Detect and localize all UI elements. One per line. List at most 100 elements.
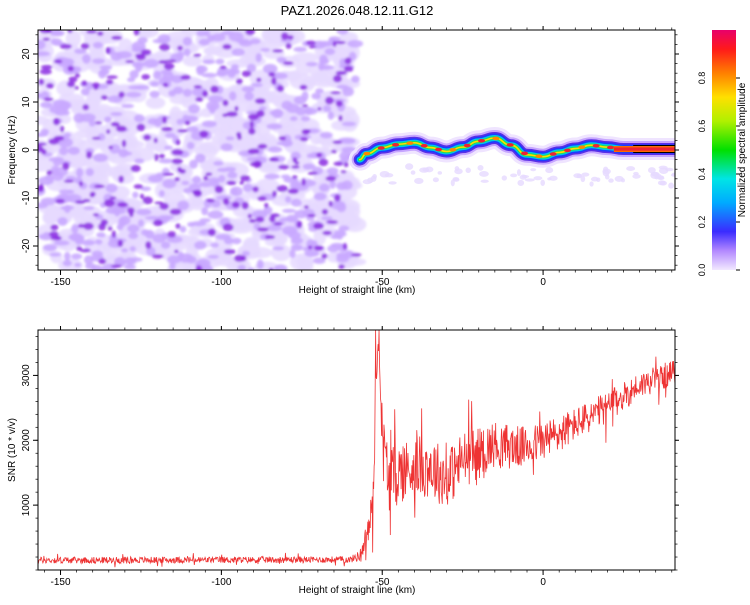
noise-blob-mid: [113, 207, 121, 217]
noise-blob-dark: [343, 161, 349, 168]
noise-blob-dark: [115, 125, 127, 132]
x-tick-label: -50: [375, 277, 390, 288]
ridge-hotspot: [578, 145, 586, 149]
noise-speck: [659, 180, 667, 186]
noise-blob-mid: [305, 61, 318, 67]
noise-blob-mid: [144, 229, 155, 239]
noise-blob-dark: [180, 74, 191, 81]
noise-blob-mid: [83, 205, 95, 211]
noise-blob-dark: [299, 84, 308, 90]
noise-blob-dark: [162, 172, 175, 176]
noise-speck: [480, 179, 489, 183]
noise-blob-dark: [307, 213, 317, 218]
colorbar: 0.0 0.2 0.4 0.6 0.8 Normalized spectral ampl…: [697, 30, 748, 276]
noise-speck: [632, 174, 641, 179]
noise-blob-mid: [40, 128, 49, 136]
spectrogram-noise: [38, 30, 675, 270]
colorbar-tick-label: 0.4: [697, 168, 707, 181]
noise-blob-dark: [257, 143, 268, 149]
noise-blob-dark: [318, 158, 329, 167]
noise-blob-mid: [215, 58, 225, 65]
noise-blob-dark: [141, 74, 150, 80]
noise-blob-mid: [210, 242, 219, 248]
colorbar-tick-label: 0.8: [697, 72, 707, 85]
ridge-hotspot: [449, 147, 457, 152]
noise-blob-mid: [281, 208, 297, 213]
noise-blob-dark: [314, 245, 324, 251]
noise-blob-light: [50, 250, 63, 264]
noise-blob-dark: [237, 134, 242, 141]
noise-blob-mid: [266, 123, 283, 130]
noise-blob-dark: [219, 65, 227, 70]
x-tick-label: -150: [51, 577, 71, 588]
noise-blob-mid: [128, 85, 143, 90]
noise-blob-mid: [170, 74, 184, 84]
noise-speck: [654, 174, 660, 180]
noise-blob-mid: [268, 146, 283, 153]
noise-blob-mid: [183, 187, 193, 194]
noise-blob-mid: [264, 173, 280, 180]
noise-blob-mid: [201, 120, 217, 128]
noise-blob-mid: [158, 158, 174, 164]
spectrogram-y-ticks: -20 -10 0 10 20: [21, 34, 679, 266]
noise-speck: [450, 179, 455, 187]
noise-blob-mid: [290, 244, 304, 251]
noise-blob-mid: [262, 63, 278, 74]
spectrogram-y-label: Frequency (Hz): [7, 116, 18, 185]
noise-blob-dark: [291, 165, 300, 169]
noise-blob-light: [218, 124, 232, 136]
noise-blob-dark: [74, 72, 80, 78]
noise-blob-mid: [241, 250, 250, 257]
noise-blob-mid: [301, 91, 309, 101]
y-tick-label: 3000: [21, 364, 32, 387]
noise-blob-dark: [223, 248, 236, 255]
noise-blob-dark: [105, 47, 111, 55]
ridge-hotspot: [535, 154, 543, 159]
noise-blob-light: [130, 147, 156, 162]
ridge-hotspot: [521, 151, 529, 156]
noise-blob-dark: [171, 158, 183, 165]
noise-blob-dark: [330, 91, 342, 95]
noise-blob-light: [295, 255, 308, 265]
noise-blob-light: [123, 140, 145, 149]
noise-blob-light: [289, 73, 316, 90]
noise-blob-mid: [152, 233, 166, 244]
ridge-hotspot: [492, 136, 500, 141]
noise-blob-dark: [335, 100, 343, 107]
noise-blob-dark: [256, 77, 262, 83]
noise-blob-light: [203, 46, 217, 56]
noise-speck: [530, 168, 537, 172]
noise-blob-dark: [169, 208, 182, 216]
noise-blob-mid: [266, 224, 282, 232]
noise-blob-light: [65, 30, 82, 48]
noise-blob-dark: [130, 164, 141, 173]
noise-blob-mid: [63, 132, 72, 138]
noise-blob-dark: [105, 79, 114, 85]
noise-blob-mid: [182, 88, 192, 97]
noise-blob-mid: [313, 192, 327, 201]
noise-speck: [524, 178, 535, 182]
noise-blob-dark: [257, 196, 267, 201]
spectrogram-x-label: Height of straight line (km): [299, 285, 416, 296]
colorbar-ticks: 0.0 0.2 0.4 0.6 0.8: [697, 72, 740, 276]
noise-speck: [596, 177, 601, 182]
noise-blob-mid: [169, 261, 176, 270]
noise-blob-dark: [240, 255, 247, 262]
noise-blob-mid: [162, 178, 177, 189]
noise-blob-dark: [125, 60, 135, 64]
noise-speck: [414, 177, 424, 184]
noise-blob-dark: [268, 267, 274, 270]
noise-blob-dark: [154, 153, 159, 162]
noise-blob-dark: [343, 65, 354, 73]
noise-blob-mid: [97, 133, 106, 141]
colorbar-tick-label: 0.6: [697, 120, 707, 133]
noise-blob-mid: [74, 48, 87, 54]
noise-blob-dark: [234, 105, 239, 112]
noise-blob-mid: [274, 264, 288, 270]
noise-blob-mid: [260, 47, 271, 52]
noise-blob-dark: [292, 157, 298, 163]
noise-speck: [647, 167, 656, 174]
noise-blob-dark: [42, 37, 51, 41]
noise-speck: [454, 168, 463, 175]
